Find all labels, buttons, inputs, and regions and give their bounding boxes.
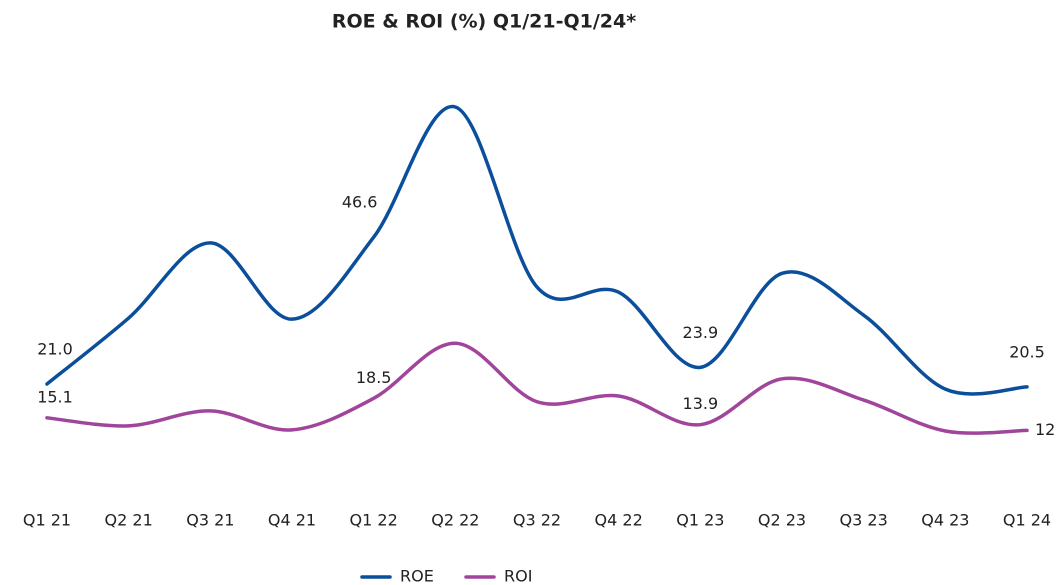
- x-tick-label: Q2 22: [431, 511, 479, 530]
- legend-label: ROI: [504, 567, 532, 585]
- chart-title: ROE & ROI (%) Q1/21-Q1/24*: [332, 11, 636, 33]
- x-tick-label: Q3 22: [513, 511, 561, 530]
- x-tick-label: Q3 21: [186, 511, 234, 530]
- x-tick-label: Q2 21: [105, 511, 153, 530]
- data-label: 13.9: [683, 394, 719, 413]
- x-tick-label: Q1 23: [676, 511, 724, 530]
- x-tick-label: Q1 22: [350, 511, 398, 530]
- x-tick-label: Q1 24: [1003, 511, 1051, 530]
- line-roi: [45, 341, 1029, 435]
- data-label: 18.5: [356, 368, 392, 387]
- x-tick-label: Q4 21: [268, 511, 316, 530]
- data-label: 23.9: [683, 323, 719, 342]
- x-tick-label: Q1 21: [23, 511, 71, 530]
- x-tick-label: Q4 23: [921, 511, 969, 530]
- legend-label: ROE: [400, 567, 434, 585]
- x-tick-label: Q4 22: [595, 511, 643, 530]
- data-label: 21.0: [37, 339, 73, 358]
- data-label: 46.6: [342, 193, 378, 212]
- data-label: 12.9: [1035, 420, 1056, 439]
- data-label: 20.5: [1009, 342, 1045, 361]
- x-tick-label: Q3 23: [840, 511, 888, 530]
- line-roe: [45, 105, 1029, 396]
- x-tick-label: Q2 23: [758, 511, 806, 530]
- data-label: 15.1: [37, 387, 73, 406]
